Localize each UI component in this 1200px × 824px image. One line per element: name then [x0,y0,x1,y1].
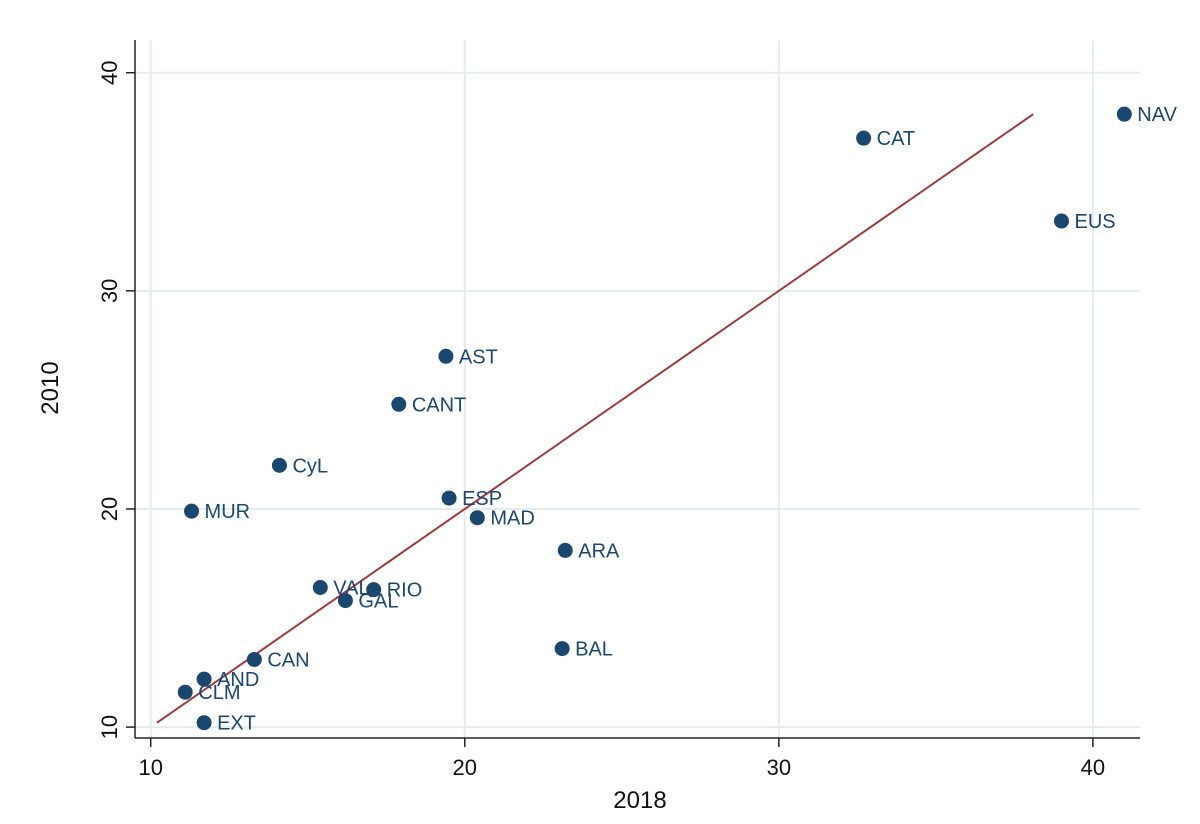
data-point-mur [184,503,200,519]
point-label-ext: EXT [217,713,256,735]
point-label-gal: GAL [358,591,398,613]
x-tick-label: 20 [453,755,477,780]
point-label-cyl: CyL [292,455,328,477]
point-label-esp: ESP [462,488,502,510]
point-label-mad: MAD [490,508,534,530]
x-tick-label: 10 [138,755,162,780]
data-point-eus [1053,213,1069,229]
point-label-ara: ARA [578,540,620,562]
data-point-ara [557,542,573,558]
data-point-clm [177,684,193,700]
gridlines [135,40,1140,738]
point-label-cat: CAT [877,128,916,150]
point-label-bal: BAL [575,639,613,661]
y-axis-title: 2010 [37,361,64,414]
data-point-rio [366,582,382,598]
y-tick-label: 30 [97,279,122,303]
axes [134,40,1140,739]
point-label-ast: AST [459,346,498,368]
tick-marks: 10 20 30 40 10 20 30 40 [97,60,1105,780]
fit-line-group [156,113,1034,724]
point-label-nav: NAV [1137,104,1177,126]
data-point-and [196,671,212,687]
point-label-clm: CLM [198,682,240,704]
point-label-mur: MUR [205,501,251,523]
data-point-ast [438,348,454,364]
point-label-cant: CANT [412,394,466,416]
data-point-ext [196,715,212,731]
x-tick-label: 30 [767,755,791,780]
data-point-can [246,651,262,667]
data-point-bal [554,641,570,657]
y-tick-label: 20 [97,497,122,521]
y-tick-label: 10 [97,715,122,739]
data-point-esp [441,490,457,506]
fit-line [156,113,1034,724]
point-label-can: CAN [267,649,309,671]
point-label-rio: RIO [387,580,423,602]
data-point-cant [391,396,407,412]
x-tick-label: 40 [1081,755,1105,780]
data-point-mad [469,510,485,526]
y-tick-label: 40 [97,60,122,84]
point-label-eus: EUS [1074,211,1115,233]
data-point-cyl [271,457,287,473]
data-point-nav [1116,106,1132,122]
data-point-cat [856,130,872,146]
data-point-gal [337,593,353,609]
point-label-and: AND [217,669,259,691]
data-point-val [312,579,328,595]
x-axis-title: 2018 [613,787,666,814]
